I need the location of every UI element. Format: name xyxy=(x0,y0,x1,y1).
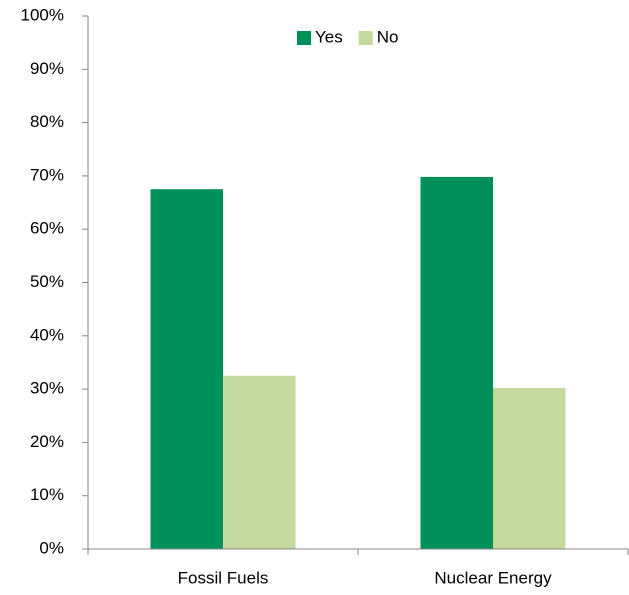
bar xyxy=(493,388,566,549)
legend-swatch xyxy=(358,31,373,45)
bar xyxy=(420,176,493,549)
y-tick-label: 100% xyxy=(21,5,64,24)
y-tick-label: 80% xyxy=(30,112,64,131)
x-tick-label: Nuclear Energy xyxy=(434,568,552,587)
y-tick-label: 70% xyxy=(30,165,64,184)
legend-label: Yes xyxy=(315,27,343,46)
y-tick-label: 20% xyxy=(30,432,64,451)
legend-swatch xyxy=(297,31,311,45)
y-tick-label: 90% xyxy=(30,59,64,78)
y-tick-label: 40% xyxy=(30,325,64,344)
y-tick-label: 0% xyxy=(39,538,64,557)
legend-label: No xyxy=(377,27,399,46)
bar xyxy=(150,189,223,549)
y-tick-label: 60% xyxy=(30,219,64,238)
x-tick-label: Fossil Fuels xyxy=(178,568,269,587)
y-tick-label: 50% xyxy=(30,272,64,291)
bar xyxy=(223,375,296,549)
y-tick-label: 10% xyxy=(30,485,64,504)
y-tick-label: 30% xyxy=(30,379,64,398)
